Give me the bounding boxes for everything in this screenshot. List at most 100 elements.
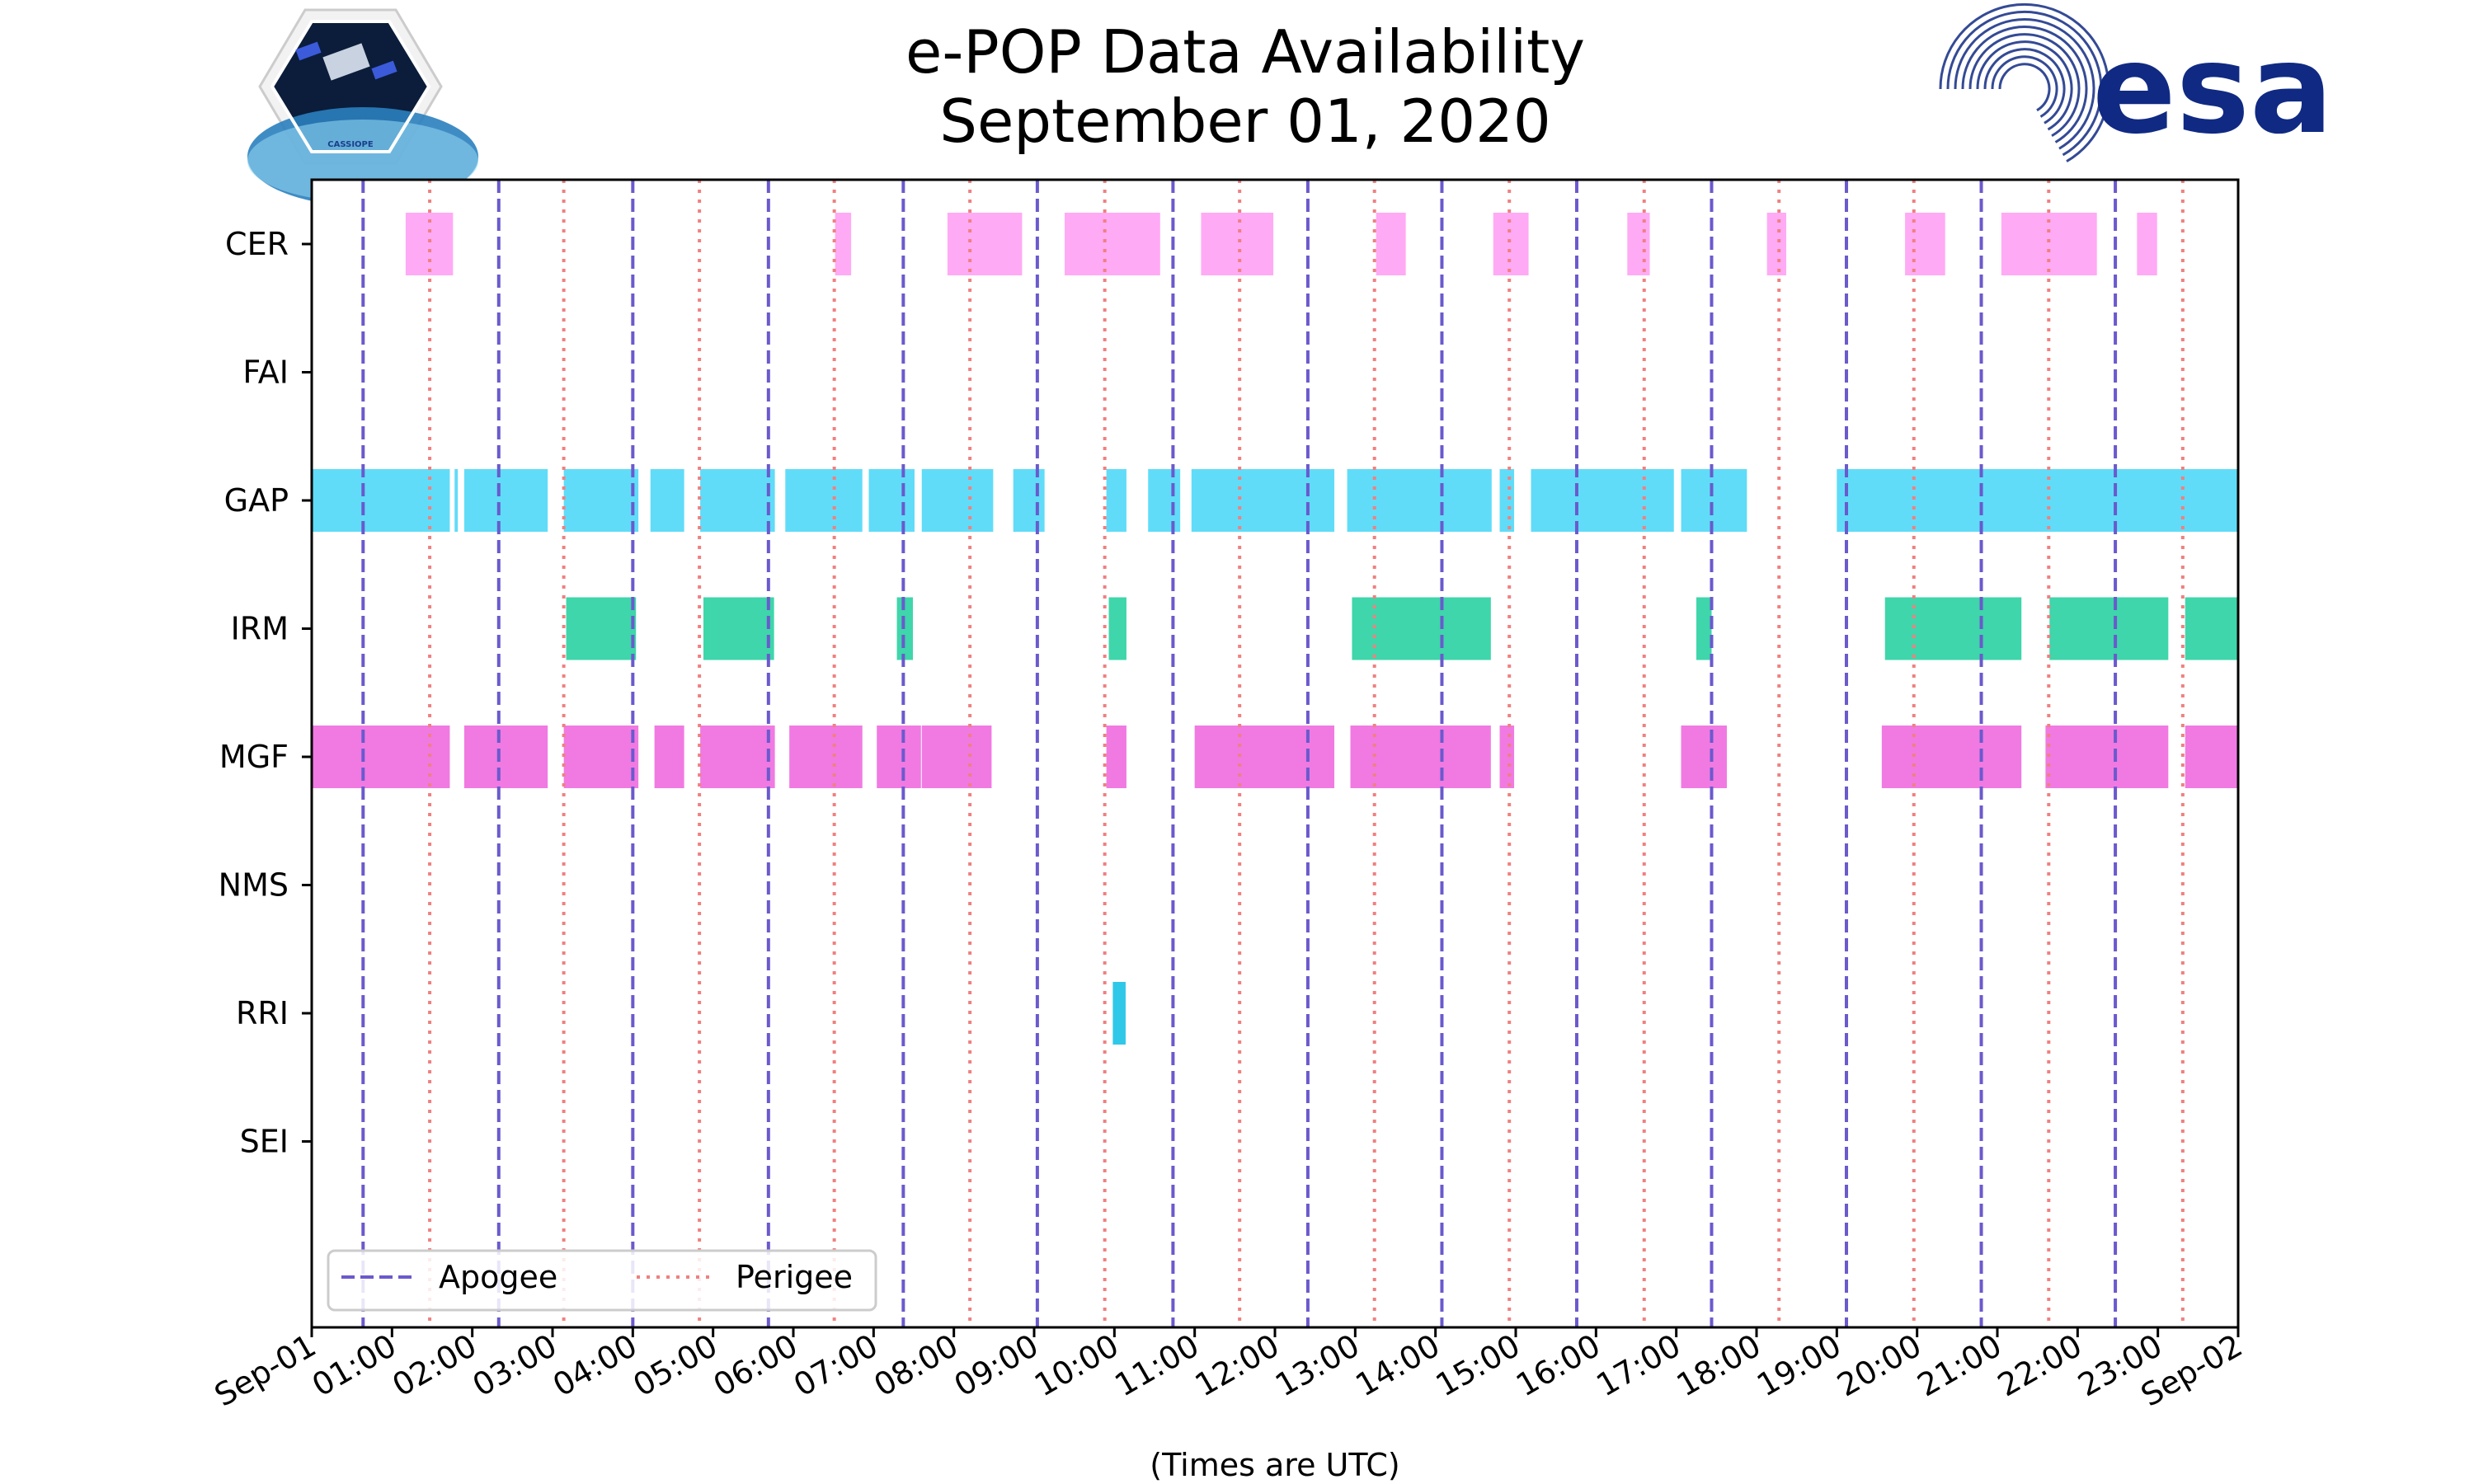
bar-cer-3 [1064,213,1160,275]
bar-gap-9 [1013,469,1045,532]
x-tick-label-0: Sep-01 [209,1327,322,1414]
x-tick-label-14: 14:00 [1349,1327,1446,1404]
bar-mgf-11 [1499,726,1515,788]
bar-gap-13 [1347,469,1492,532]
bar-cer-5 [1376,213,1406,275]
x-tick-label-13: 13:00 [1269,1327,1366,1404]
x-tick-label-18: 18:00 [1671,1327,1767,1404]
esa-swirl-arc-5 [1961,26,2088,143]
bar-rri-0 [1112,982,1126,1045]
bar-mgf-4 [700,726,775,788]
x-tick-label-20: 20:00 [1831,1327,1927,1404]
x-tick-label-19: 19:00 [1751,1327,1847,1404]
x-tick-label-7: 07:00 [788,1327,884,1404]
esa-swirl-arc-1 [1991,55,2058,118]
bar-gap-10 [1106,469,1126,532]
bar-mgf-7 [921,726,992,788]
bar-gap-0 [312,469,450,532]
bar-cer-4 [1201,213,1274,275]
bar-mgf-2 [563,726,639,788]
bar-gap-16 [1681,469,1747,532]
y-tick-label-nms: NMS [219,867,289,904]
bar-mgf-0 [312,726,450,788]
cassiope-logo: CASSIOPE [247,8,478,206]
bar-irm-0 [566,597,637,660]
x-tick-label-5: 05:00 [627,1327,723,1404]
esa-swirl-arc-3 [1976,40,2073,131]
bar-mgf-3 [654,726,684,788]
bar-mgf-5 [789,726,863,788]
x-tick-label-11: 11:00 [1108,1327,1205,1404]
x-tick-label-22: 22:00 [1992,1327,2088,1404]
x-tick-label-6: 06:00 [708,1327,804,1404]
bar-mgf-12 [1681,726,1727,788]
esa-swirl-arc-0 [1998,63,2051,112]
x-tick-label-1: 01:00 [306,1327,402,1404]
chart-title-line1: e-POP Data Availability [905,17,1585,87]
bar-irm-3 [1108,597,1126,660]
y-tick-label-mgf: MGF [219,739,289,775]
bar-mgf-9 [1194,726,1335,788]
esa-swirl-arc-6 [1954,18,2095,150]
bar-mgf-13 [1881,726,2022,788]
bar-gap-5 [700,469,775,532]
bar-gap-1 [454,469,459,532]
bar-mgf-8 [1106,726,1126,788]
bar-mgf-1 [463,726,548,788]
y-tick-label-gap: GAP [224,482,289,519]
bar-mgf-10 [1350,726,1491,788]
y-tick-label-sei: SEI [240,1124,289,1160]
esa-swirl-arc-7 [1946,11,2103,157]
x-tick-label-4: 04:00 [547,1327,643,1404]
bar-irm-5 [1696,597,1712,660]
bar-cer-11 [2137,213,2157,275]
bar-gap-7 [868,469,915,532]
legend-apogee-label: Apogee [439,1259,557,1295]
bar-gap-4 [650,469,684,532]
bar-cer-1 [835,213,852,275]
svg-text:CASSIOPE: CASSIOPE [327,140,374,149]
bar-cer-0 [405,213,454,275]
x-tick-label-21: 21:00 [1912,1327,2008,1404]
esa-swirl-arc-2 [1983,48,2066,124]
bar-mgf-14 [2045,726,2169,788]
chart-title-line2: September 01, 2020 [939,87,1550,156]
bar-gap-3 [563,469,639,532]
y-tick-label-irm: IRM [231,611,289,647]
bar-cer-2 [947,213,1023,275]
bar-gap-14 [1499,469,1515,532]
x-tick-label-16: 16:00 [1510,1327,1606,1404]
bar-gap-17 [1837,469,2238,532]
bar-mgf-6 [877,726,921,788]
esa-logo: esa [1939,2,2333,163]
legend: Apogee Perigee [327,1249,877,1312]
y-tick-label-rri: RRI [236,995,289,1031]
plot-area: CER FAI GAP IRM MGF NMS RRI SEI Sep-0101:0002:0… [209,178,2249,1414]
y-tick-label-cer: CER [225,226,289,262]
bar-cer-6 [1493,213,1529,275]
x-tick-label-10: 10:00 [1028,1327,1125,1404]
y-tick-label-fai: FAI [242,355,289,391]
x-tick-label-17: 17:00 [1590,1327,1686,1404]
x-tick-label-2: 02:00 [386,1327,482,1404]
bar-irm-1 [703,597,774,660]
x-tick-label-8: 08:00 [868,1327,964,1404]
x-tick-label-15: 15:00 [1430,1327,1526,1404]
x-tick-label-3: 03:00 [467,1327,563,1404]
bar-gap-2 [463,469,548,532]
esa-swirl-arc-8 [1939,2,2110,163]
esa-swirl-arc-4 [1968,33,2081,138]
bar-cer-8 [1766,213,1787,275]
x-tick-label-12: 12:00 [1189,1327,1286,1404]
bar-gap-8 [921,469,994,532]
bar-cer-9 [1905,213,1945,275]
bar-mgf-15 [2185,726,2238,788]
bar-gap-11 [1148,469,1181,532]
bar-irm-6 [1884,597,2022,660]
svg-text:esa: esa [2092,18,2333,162]
x-axis-label: (Times are UTC) [1150,1447,1399,1483]
legend-perigee-label: Perigee [736,1259,853,1295]
bar-cer-10 [2001,213,2097,275]
x-tick-label-9: 09:00 [948,1327,1045,1404]
